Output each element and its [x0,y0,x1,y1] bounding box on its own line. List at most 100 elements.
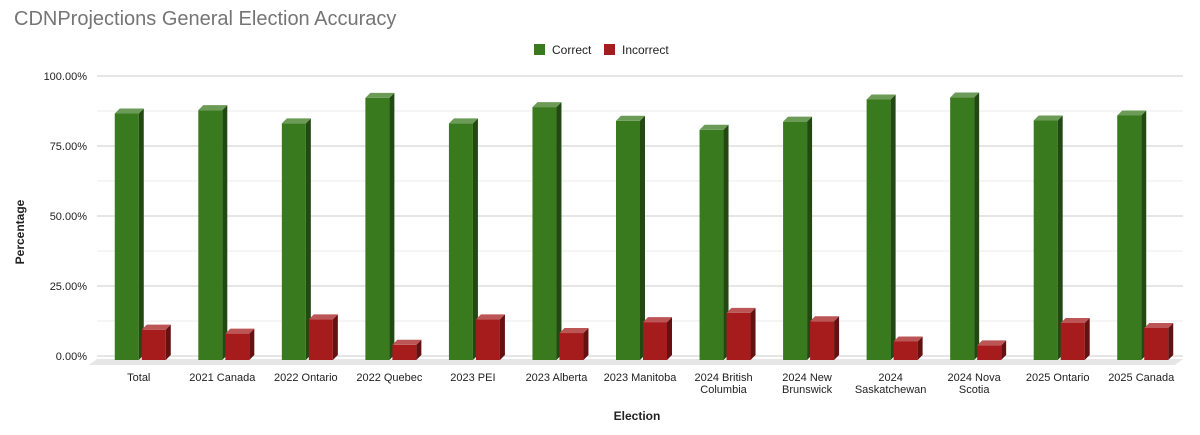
y-tick-label: 0.00% [56,351,87,363]
y-tick-label: 25.00% [50,281,88,293]
bar-correct [448,118,478,360]
bar-correct [1033,115,1063,361]
bar-side [249,328,255,360]
bar-correct [281,118,311,360]
bar-side [667,317,672,360]
bar-top [114,108,144,114]
bar-side [389,92,395,360]
bar-correct [699,124,729,360]
x-tick-label: 2022 Quebec [356,372,423,384]
bar-front [392,344,417,360]
bar-front [643,322,667,360]
legend: Correct Incorrect [534,43,669,57]
bar-front [699,129,724,360]
bar-top [783,116,813,122]
legend-item-correct: Correct [534,43,592,57]
x-axis-title: Election [614,409,661,423]
bar-side [222,105,228,360]
bar-front [810,321,835,360]
bar-top [308,314,338,320]
y-tick-label: 50.00% [50,211,88,223]
bar-correct [783,116,813,360]
bar-front [1033,120,1058,361]
bar-side [138,108,144,361]
bar-side [890,94,896,361]
bar-front [532,107,557,360]
bar-front [225,333,250,360]
y-tick-label: 100.00% [44,71,88,83]
bar-top [198,105,228,111]
bar-side [807,116,813,360]
bar-incorrect [308,314,338,360]
bar-top [1117,110,1147,116]
bar-incorrect [392,339,422,360]
x-tick-label: 2023 PEI [450,372,495,384]
bar-side [472,118,478,360]
x-tick-label: 2025 Canada [1108,372,1175,384]
legend-item-incorrect: Incorrect [604,43,669,57]
bar-side [974,92,980,360]
bar-top [225,328,255,334]
bar-front [475,319,500,360]
legend-swatch [604,44,615,55]
chart-title: CDNProjections General Election Accuracy [14,8,397,30]
bar-top [977,340,1007,346]
bar-side [1084,317,1090,360]
bar-top [532,102,562,108]
x-tick-label: 2024 British Columbia [694,372,752,396]
bar-top [616,115,645,121]
bar-top [281,118,311,124]
bar-side [165,324,171,360]
bar-front [114,113,139,361]
bar-top [475,314,505,320]
y-tick-label: 75.00% [50,141,88,153]
bar-top [950,92,980,98]
bar-incorrect [141,324,171,360]
bar-front [783,121,808,360]
x-tick-label: 2024 Nova Scotia [948,372,1002,396]
bar-front [365,97,390,360]
x-tick-label: 2023 Alberta [526,372,589,384]
bar-front [726,312,751,360]
bar-top [699,124,729,130]
bar-correct [866,94,896,361]
y-axis-title: Percentage [13,199,27,264]
bar-side [305,118,311,360]
legend-label: Incorrect [622,43,669,57]
bar-side [640,115,645,360]
x-tick-label: 2024 New Brunswick [782,372,833,396]
x-tick-label: 2023 Manitoba [604,372,678,384]
bar-top [643,317,672,323]
bar-front [281,123,306,360]
legend-label: Correct [552,43,592,57]
x-tick-label: 2021 Canada [189,372,256,384]
chart-floor [89,359,1183,365]
bar-top [866,94,896,100]
bar-front [198,110,223,360]
bar-top [1060,317,1090,323]
bar-front [141,329,166,360]
bar-side [917,336,923,360]
bar-incorrect [559,328,589,360]
bar-correct [114,108,144,361]
bar-top [1033,115,1063,121]
bar-side [499,314,505,360]
bar-top [810,316,840,322]
bar-correct [198,105,228,360]
bar-correct [365,92,395,360]
bar-correct [950,92,980,360]
bar-top [726,307,756,313]
bar-front [866,99,891,361]
bar-front [950,97,975,360]
bar-correct [1117,110,1147,360]
bar-front [1060,322,1085,360]
bar-side [1057,115,1063,361]
bar-incorrect [1144,323,1174,360]
x-axis-ticks: Total 2021 Canada 2022 Ontario 2022 Quebec 2… [127,372,1175,396]
bar-top [1144,323,1174,328]
bar-incorrect [977,340,1007,360]
bar-top [448,118,478,124]
bar-incorrect [225,328,255,360]
bar-incorrect [893,336,923,360]
